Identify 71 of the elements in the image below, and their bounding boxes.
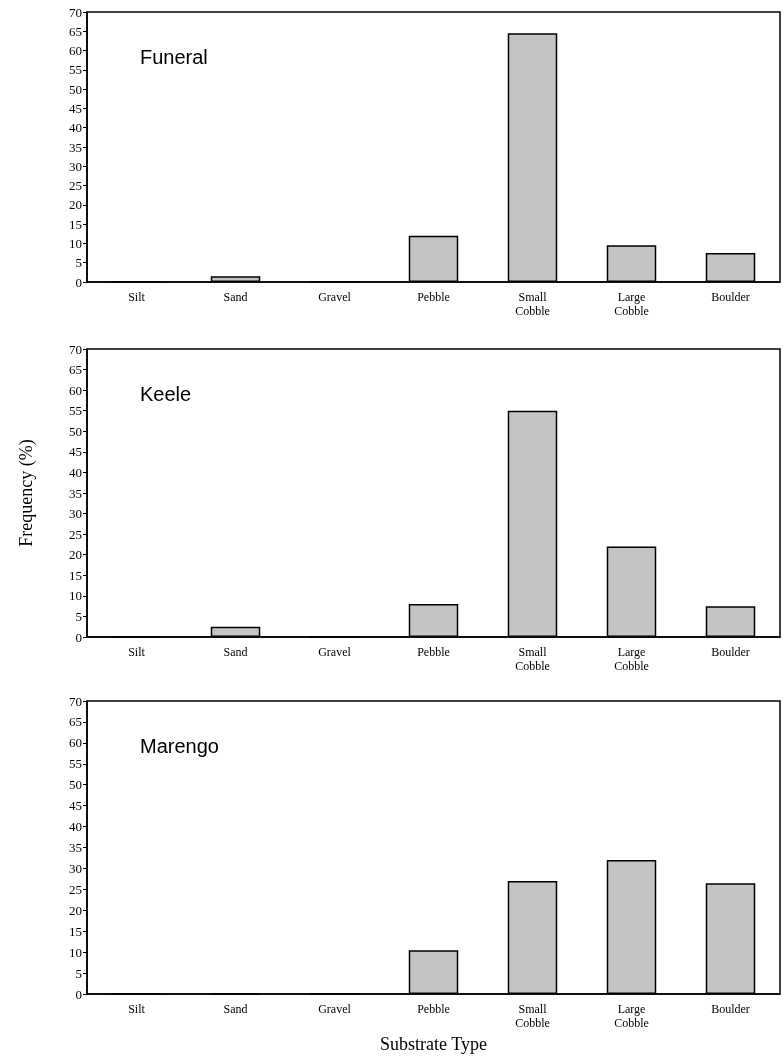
y-tick-label: 10 [69,588,82,604]
y-tick-label: 0 [75,274,82,290]
y-tick-label: 65 [69,362,82,378]
y-tick-label: 0 [75,986,82,1002]
x-tick-label: Small Cobble [515,645,550,673]
y-tick-label: 30 [69,860,82,876]
y-tick-label: 15 [69,923,82,939]
y-tick-label: 60 [69,382,82,398]
x-tick-label: Large Cobble [614,290,649,318]
y-tick-label: 25 [69,526,82,542]
x-tick-label: Silt [128,645,146,659]
y-tick-label: 45 [69,798,82,814]
x-tick-label: Silt [128,1002,146,1017]
y-tick-label: 40 [69,819,82,835]
y-tick-label: 35 [69,485,82,501]
y-axis-title: Frequency (%) [16,439,37,547]
text: Marengo [140,735,219,757]
y-tick-label: 5 [75,965,82,981]
text: Funeral [140,46,208,68]
y-tick-label: 55 [69,403,82,419]
x-tick-label: Pebble [417,290,450,304]
y-tick-label: 5 [75,255,82,271]
y-tick-label: 40 [69,464,82,480]
y-tick-label: 50 [69,81,82,97]
y-tick-label: 10 [69,944,82,960]
x-tick-label: Boulder [711,1002,750,1017]
y-tick-label: 35 [69,840,82,856]
x-axis-title: Substrate Type [380,1034,487,1054]
x-tick-label: Large Cobble [614,1002,649,1031]
x-tick-label: Pebble [417,1002,450,1017]
y-tick-label: 70 [69,341,82,357]
y-tick-label: 55 [69,756,82,772]
y-tick-label: 55 [69,62,82,78]
text: Keele [140,383,192,405]
y-tick-label: 30 [69,158,82,174]
y-tick-label: 20 [69,902,82,918]
y-tick-label: 60 [69,735,82,751]
x-tick-label: Sand [223,1002,248,1017]
x-tick-label: Boulder [711,645,750,659]
y-tick-label: 65 [69,23,82,39]
x-tick-label: Small Cobble [515,1002,550,1031]
x-tick-label: Gravel [318,1002,352,1017]
y-tick-label: 15 [69,216,82,232]
y-tick-label: 60 [69,43,82,59]
x-tick-label: Small Cobble [515,290,550,318]
y-tick-label: 0 [75,629,82,645]
x-tick-label: Pebble [417,645,450,659]
y-tick-label: 45 [69,100,82,116]
y-tick-label: 20 [69,197,82,213]
y-tick-label: 15 [69,567,82,583]
y-tick-label: 25 [69,881,82,897]
y-tick-label: 50 [69,777,82,793]
x-tick-label: Sand [223,645,248,659]
x-tick-label: Gravel [318,290,352,304]
y-tick-label: 50 [69,423,82,439]
x-tick-label: Gravel [318,645,352,659]
x-tick-label: Sand [223,290,248,304]
y-tick-label: 70 [69,693,82,709]
y-tick-label: 30 [69,506,82,522]
y-tick-label: 35 [69,139,82,155]
y-tick-label: 65 [69,714,82,730]
y-tick-label: 45 [69,444,82,460]
x-tick-label: Large Cobble [614,645,649,673]
y-tick-label: 20 [69,547,82,563]
y-tick-label: 10 [69,235,82,251]
y-tick-label: 25 [69,178,82,194]
x-tick-label: Boulder [711,290,750,304]
y-tick-label: 5 [75,608,82,624]
x-tick-label: Silt [128,290,146,304]
y-tick-label: 70 [69,4,82,20]
y-tick-label: 40 [69,120,82,136]
